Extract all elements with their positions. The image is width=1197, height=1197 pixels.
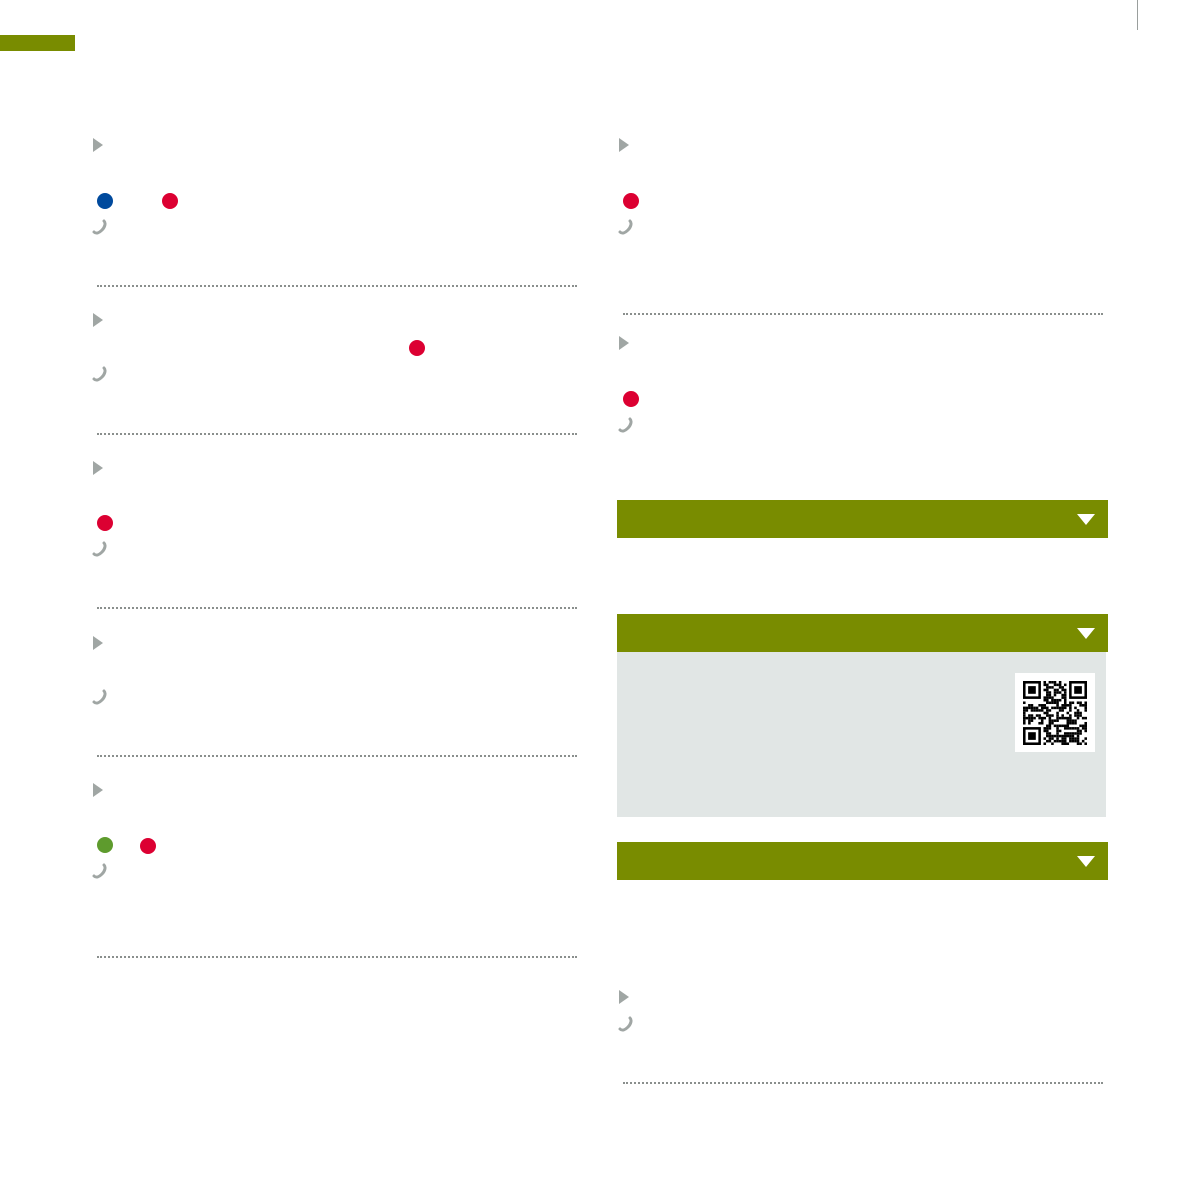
phone-icon (92, 689, 108, 705)
bullet-arrow-icon (93, 313, 103, 327)
divider (97, 755, 577, 757)
phone-icon (92, 541, 108, 557)
divider (97, 607, 577, 609)
qr-code (1015, 673, 1095, 752)
accordion-header[interactable] (617, 500, 1108, 538)
phone-icon (92, 366, 108, 382)
accordion-header[interactable] (617, 842, 1108, 880)
bullet-arrow-icon (93, 636, 103, 650)
accordion-header[interactable] (617, 614, 1108, 652)
section-marker (0, 35, 75, 51)
triangle-down-icon[interactable] (1077, 856, 1095, 867)
red-dot-icon (409, 340, 425, 356)
phone-icon (618, 1016, 634, 1032)
phone-icon (92, 219, 108, 235)
triangle-down-icon[interactable] (1077, 514, 1095, 525)
divider (623, 313, 1103, 315)
red-dot-icon (623, 391, 639, 407)
divider (623, 1082, 1103, 1084)
bullet-arrow-icon (619, 336, 629, 350)
bullet-arrow-icon (93, 461, 103, 475)
red-dot-icon (162, 193, 178, 209)
phone-icon (618, 417, 634, 433)
red-dot-icon (623, 193, 639, 209)
divider (97, 285, 577, 287)
red-dot-icon (97, 515, 113, 531)
triangle-down-icon[interactable] (1077, 628, 1095, 639)
accordion-panel (617, 652, 1106, 817)
blue-dot-icon (97, 193, 113, 209)
phone-icon (92, 863, 108, 879)
divider (97, 433, 577, 435)
divider (97, 956, 577, 958)
phone-icon (618, 219, 634, 235)
bullet-arrow-icon (619, 138, 629, 152)
bullet-arrow-icon (93, 138, 103, 152)
red-dot-icon (140, 838, 156, 854)
bullet-arrow-icon (619, 990, 629, 1004)
bullet-arrow-icon (93, 783, 103, 797)
page-edge-line (1137, 0, 1138, 30)
green-dot-icon (97, 837, 113, 853)
